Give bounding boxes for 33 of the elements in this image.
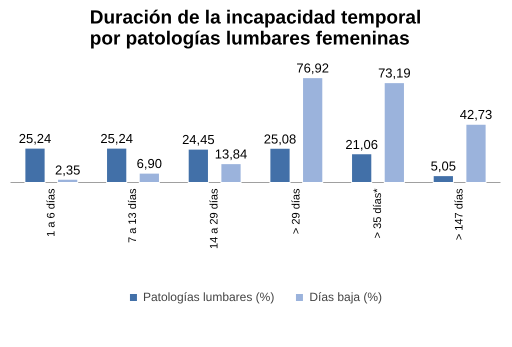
x-tick-label: 1 a 6 días (45, 188, 58, 237)
legend-label: Días baja (%) (309, 290, 382, 304)
bar (432, 175, 454, 183)
data-label: 6,90 (136, 156, 162, 172)
data-label: 25,24 (18, 131, 52, 146)
bar (188, 148, 209, 183)
bar (106, 148, 128, 183)
bar (57, 178, 78, 183)
bar (220, 163, 242, 183)
x-tick-label: > 147 días (454, 188, 466, 240)
data-label: 5,05 (430, 158, 456, 174)
data-label: 21,06 (345, 136, 378, 152)
bar (351, 153, 372, 183)
bar (24, 148, 46, 183)
x-tick-label: 14 a 29 días (208, 188, 221, 250)
bar (138, 172, 160, 183)
x-tick-label: > 35 días* (372, 188, 384, 238)
chart-title: Duración de la incapacidad temporal por patologías lumbares femeninas (90, 8, 422, 50)
legend-label: Patologías lumbares (%) (142, 290, 274, 304)
bar (465, 124, 487, 183)
data-label: 25,08 (264, 131, 296, 146)
data-label: 42,73 (460, 107, 492, 122)
data-label: 73,19 (378, 66, 411, 81)
data-label: 24,45 (182, 132, 215, 148)
bar (302, 77, 324, 183)
data-label: 76,92 (296, 60, 329, 76)
data-label: 2,35 (55, 162, 80, 178)
x-tick-label: 7 a 13 días (127, 188, 139, 243)
data-label: 25,24 (100, 131, 133, 146)
bar (384, 82, 405, 183)
x-tick-label: > 29 días (290, 188, 302, 234)
data-label: 13,84 (214, 146, 248, 162)
bar (269, 148, 291, 183)
